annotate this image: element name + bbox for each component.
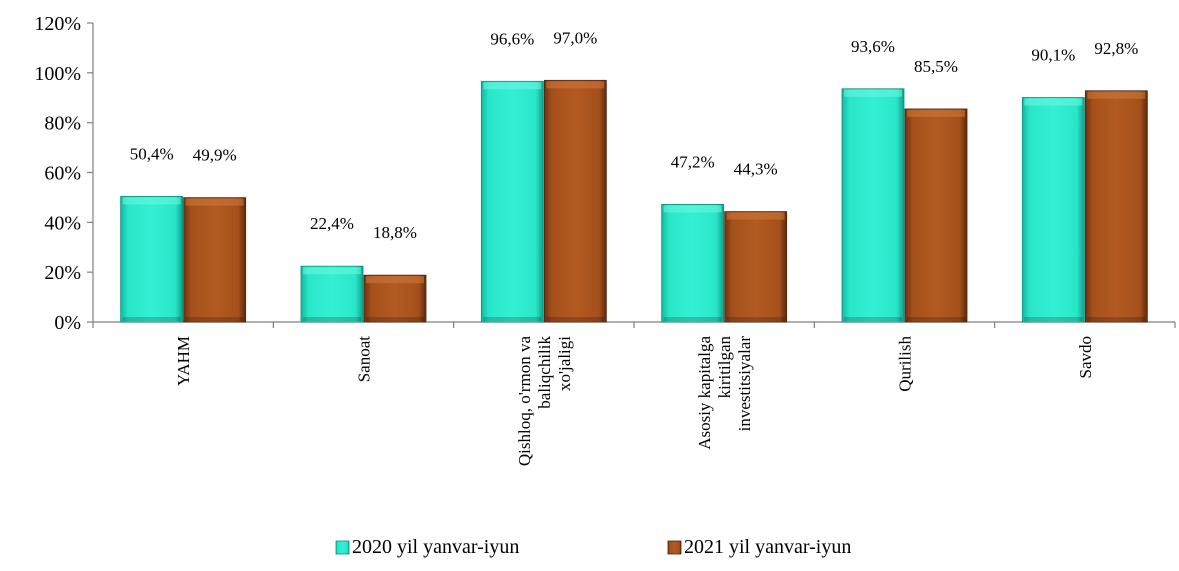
legend-label: 2021 yil yanvar-iyun (684, 536, 851, 558)
legend-item-2020: 2020 yil yanvar-iyun (335, 536, 519, 558)
bar-2020-5 (1021, 97, 1085, 323)
category-label: Qurilish (896, 336, 915, 392)
bar-2021-2 (543, 79, 607, 323)
data-label: 96,6% (490, 29, 534, 48)
bar-2020-2 (480, 80, 544, 323)
data-label: 22,4% (310, 214, 354, 233)
data-label: 50,4% (130, 144, 174, 163)
data-label: 97,0% (553, 28, 597, 47)
bar-2021-1 (363, 274, 427, 323)
bar-2021-4 (904, 108, 968, 323)
bar-2021-0 (183, 197, 247, 323)
y-tick-label: 80% (44, 113, 81, 135)
svg-text:Asosiy kapitalgakiritilganinve: Asosiy kapitalgakiritilganinvestitsiyala… (695, 336, 754, 450)
data-label: 47,2% (671, 152, 715, 171)
data-label: 92,8% (1094, 39, 1138, 58)
bar-2020-3 (661, 203, 725, 323)
category-label: Sanoat (355, 336, 374, 383)
svg-text:Qishloq, o'rmon vabaliqchilikx: Qishloq, o'rmon vabaliqchilikxo'jaligi (515, 336, 574, 467)
data-labels: 50,4% 49,9% 22,4% 18,8% 96,6% 97,0% 47,2% 44,3%… (130, 28, 1139, 242)
data-label: 93,6% (851, 37, 895, 56)
bar-2020-4 (841, 88, 905, 323)
y-tick-label: 100% (34, 63, 81, 85)
category-label: Asosiy kapitalgakiritilganinvestitsiyala… (695, 336, 754, 450)
category-label: YAHM (174, 336, 193, 386)
legend: 2020 yil yanvar-iyun 2021 yil yanvar-iyun (335, 536, 851, 558)
y-tick-label: 120% (34, 13, 81, 35)
data-label: 18,8% (373, 223, 417, 242)
data-label: 90,1% (1031, 46, 1075, 65)
legend-label: 2020 yil yanvar-iyun (352, 536, 519, 558)
legend-swatch (335, 540, 350, 555)
bar-2021-3 (724, 211, 788, 323)
svg-text:Sanoat: Sanoat (355, 336, 374, 383)
category-label: Qishloq, o'rmon vabaliqchilikxo'jaligi (515, 336, 574, 467)
legend-item-2021: 2021 yil yanvar-iyun (667, 536, 851, 558)
bar-2020-0 (120, 196, 184, 323)
data-label: 85,5% (914, 57, 958, 76)
y-tick-label: 60% (44, 163, 81, 185)
y-tick-label: 20% (44, 262, 81, 284)
y-tick-label: 40% (44, 212, 81, 234)
svg-text:Savdo: Savdo (1076, 336, 1095, 379)
data-label: 49,9% (193, 146, 237, 165)
bar-2020-1 (300, 265, 364, 323)
svg-text:Qurilish: Qurilish (896, 336, 915, 392)
svg-text:YAHM: YAHM (174, 336, 193, 386)
bar-2021-5 (1084, 90, 1148, 323)
y-tick-label: 0% (54, 312, 81, 334)
bars (120, 79, 1148, 323)
data-label: 44,3% (734, 160, 778, 179)
category-label: Savdo (1076, 336, 1095, 379)
legend-swatch (667, 540, 682, 555)
category-labels: YAHM Sanoat Qishloq, o'rmon vabaliqchilikx… (174, 336, 1095, 467)
axes: 0% 20% 40% 60% 80% 100% 120% (34, 13, 1176, 334)
